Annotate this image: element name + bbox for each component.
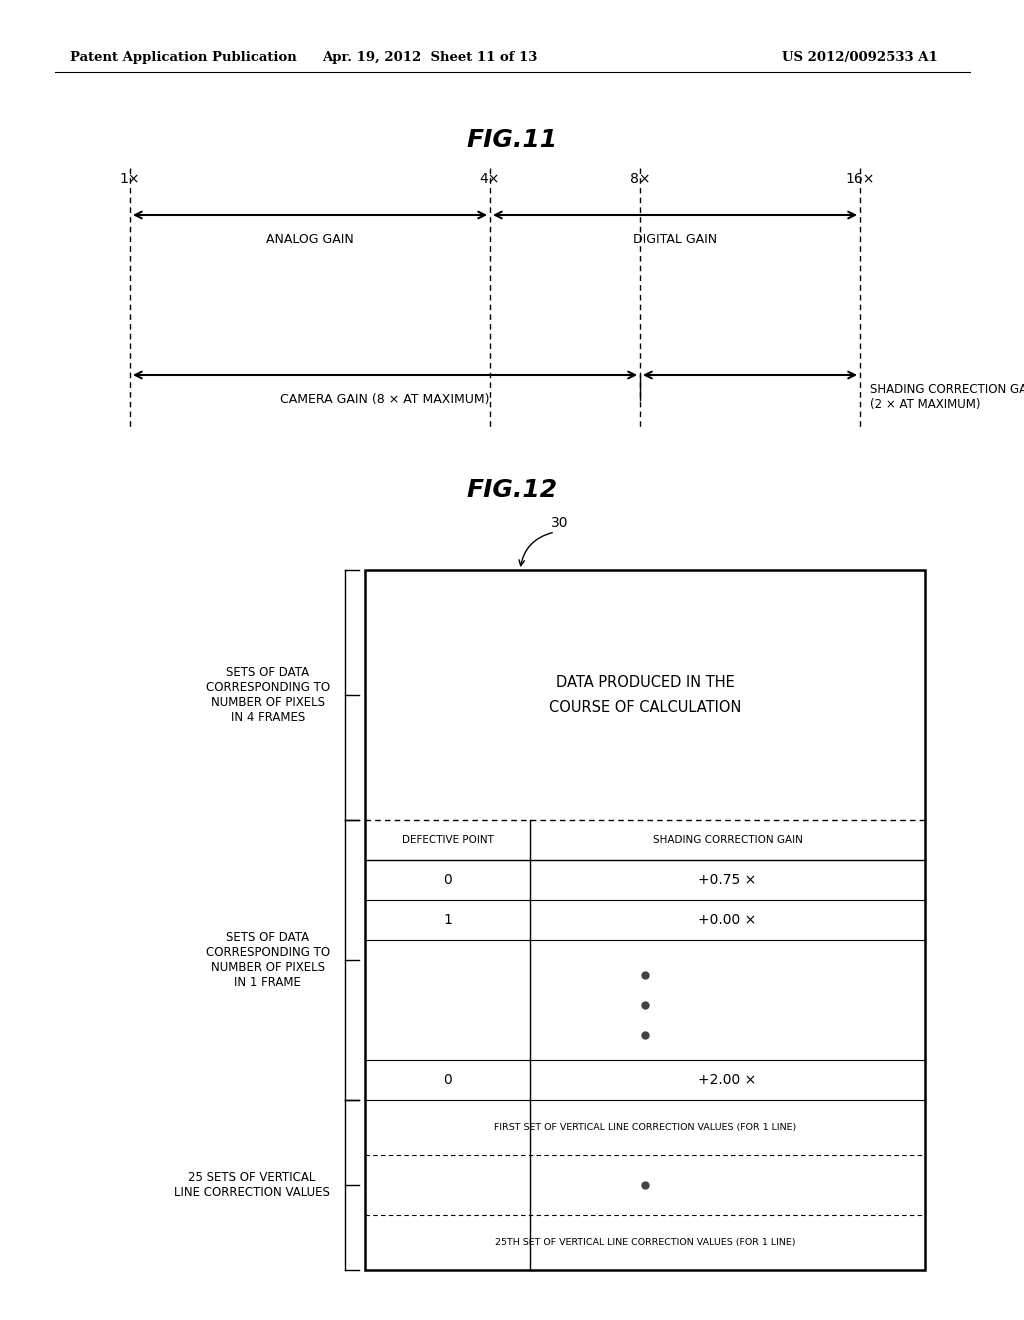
Text: US 2012/0092533 A1: US 2012/0092533 A1: [782, 51, 938, 65]
Text: Patent Application Publication: Patent Application Publication: [70, 51, 297, 65]
Text: SHADING CORRECTION GAIN: SHADING CORRECTION GAIN: [652, 836, 803, 845]
Text: 0: 0: [443, 873, 452, 887]
Text: +2.00 ×: +2.00 ×: [698, 1073, 757, 1086]
Text: FIRST SET OF VERTICAL LINE CORRECTION VALUES (FOR 1 LINE): FIRST SET OF VERTICAL LINE CORRECTION VA…: [494, 1123, 796, 1133]
Text: 16×: 16×: [846, 172, 874, 186]
Text: SETS OF DATA
CORRESPONDING TO
NUMBER OF PIXELS
IN 4 FRAMES: SETS OF DATA CORRESPONDING TO NUMBER OF …: [206, 667, 330, 723]
Text: 1: 1: [443, 913, 452, 927]
Text: 25 SETS OF VERTICAL
LINE CORRECTION VALUES: 25 SETS OF VERTICAL LINE CORRECTION VALU…: [174, 1171, 330, 1199]
Text: 25TH SET OF VERTICAL LINE CORRECTION VALUES (FOR 1 LINE): 25TH SET OF VERTICAL LINE CORRECTION VAL…: [495, 1238, 796, 1247]
Text: SHADING CORRECTION GAIN
(2 × AT MAXIMUM): SHADING CORRECTION GAIN (2 × AT MAXIMUM): [870, 383, 1024, 411]
Text: FIG.11: FIG.11: [467, 128, 557, 152]
Text: DATA PRODUCED IN THE
COURSE OF CALCULATION: DATA PRODUCED IN THE COURSE OF CALCULATI…: [549, 676, 741, 715]
Text: 4×: 4×: [480, 172, 500, 186]
Bar: [365, 570, 925, 1270]
Text: FIG.12: FIG.12: [467, 478, 557, 502]
Text: 0: 0: [443, 1073, 452, 1086]
Text: DIGITAL GAIN: DIGITAL GAIN: [633, 234, 717, 246]
Text: SETS OF DATA
CORRESPONDING TO
NUMBER OF PIXELS
IN 1 FRAME: SETS OF DATA CORRESPONDING TO NUMBER OF …: [206, 931, 330, 989]
Text: 30: 30: [551, 516, 568, 531]
Text: 8×: 8×: [630, 172, 650, 186]
Text: +0.00 ×: +0.00 ×: [698, 913, 757, 927]
Text: CAMERA GAIN (8 × AT MAXIMUM): CAMERA GAIN (8 × AT MAXIMUM): [281, 393, 489, 407]
Text: +0.75 ×: +0.75 ×: [698, 873, 757, 887]
Text: ANALOG GAIN: ANALOG GAIN: [266, 234, 354, 246]
Text: 1×: 1×: [120, 172, 140, 186]
Text: Apr. 19, 2012  Sheet 11 of 13: Apr. 19, 2012 Sheet 11 of 13: [323, 51, 538, 65]
Text: DEFECTIVE POINT: DEFECTIVE POINT: [401, 836, 494, 845]
